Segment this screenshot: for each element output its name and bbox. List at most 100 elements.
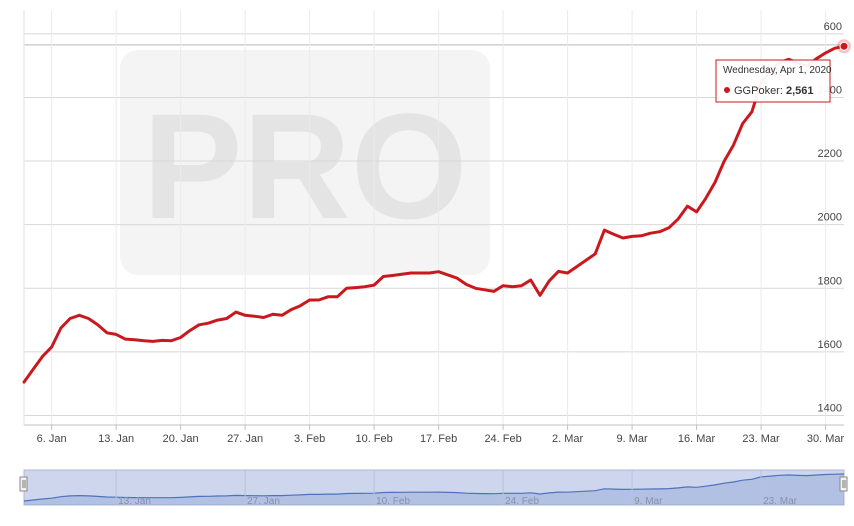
tooltip: Wednesday, Apr 1, 2020 GGPoker: 2,561 [715,59,832,103]
navigator-tick-label: 10. Feb [376,496,410,507]
data-point [354,286,357,289]
navigator-tick-label: 23. Mar [763,496,798,507]
data-point [631,235,634,238]
data-point [502,284,505,287]
x-tick-label: 20. Jan [163,433,199,445]
data-point [382,275,385,278]
data-point [677,217,680,220]
data-point [225,317,228,320]
data-point [575,265,578,268]
navigator-tick-label: 13. Jan [118,496,151,507]
data-point [391,274,394,277]
data-point [23,381,26,384]
data-point [105,331,108,334]
data-point [115,333,118,336]
x-tick-label: 23. Mar [742,433,780,445]
watermark-text: PRO [142,82,467,250]
data-point [69,317,72,320]
x-tick-label: 17. Feb [420,433,457,445]
navigator-selection [23,469,845,506]
data-point [244,314,247,317]
data-point [290,308,293,311]
x-tick-label: 30. Mar [807,433,845,445]
data-point [363,285,366,288]
data-point [96,323,99,326]
data-point [612,233,615,236]
data-point [548,279,551,282]
data-point [511,285,514,288]
x-tick-label: 16. Mar [678,433,716,445]
plot-frame [23,10,844,426]
data-point [667,226,670,229]
data-point [428,272,431,275]
data-point [59,327,62,330]
data-point [741,122,744,125]
data-point [621,237,624,240]
data-point [566,272,569,275]
y-tick-label: 1800 [818,275,842,287]
data-point [410,272,413,275]
x-tick-label: 10. Feb [355,433,392,445]
x-tick-label: 9. Mar [616,433,648,445]
data-point [640,234,643,237]
data-point [32,368,35,371]
tooltip-box [715,59,831,103]
data-point [234,311,237,314]
data-point [124,338,127,341]
data-point [299,304,302,307]
data-point [400,273,403,276]
tooltip-series-name: GGPoker [734,85,780,97]
x-tick-label: 2. Mar [552,433,584,445]
data-point [50,346,53,349]
tooltip-series-dot [724,87,730,93]
data-point [714,181,717,184]
data-point [152,340,155,343]
tooltip-value: 2,561 [786,85,814,97]
data-point [723,160,726,163]
data-point [520,284,523,287]
data-point [142,339,145,342]
navigator-series [23,473,845,502]
data-point [308,299,311,302]
data-point [87,317,90,320]
data-point [483,288,486,291]
data-point [271,313,274,316]
data-point [686,205,689,208]
navigator-tick-label: 9. Mar [634,496,663,507]
data-point [437,270,440,273]
data-point [732,144,735,147]
data-point [557,270,560,273]
data-point [750,110,753,113]
data-point [78,314,81,317]
x-tick-label: 3. Feb [294,433,325,445]
navigator[interactable]: 13. Jan 27. Jan 10. Feb 24. Feb 9. Mar 23. Ma… [19,469,848,507]
data-point [41,355,44,358]
tooltip-date: Wednesday, Apr 1, 2020 [723,65,832,76]
data-point [539,294,542,297]
series-layer [22,39,851,384]
data-point [585,259,588,262]
data-point [317,299,320,302]
data-point [824,51,827,54]
data-point [492,290,495,293]
data-point [198,323,201,326]
grid-lines [24,10,844,425]
data-point [133,338,136,341]
x-tick-label: 13. Jan [98,433,134,445]
y-tick-label: 1400 [818,402,842,414]
y-tick-label: 1600 [818,339,842,351]
y-tick-label: 2000 [818,212,842,224]
data-point [179,336,182,339]
x-tick-label: 24. Feb [484,433,521,445]
data-point [446,273,449,276]
data-point [373,284,376,287]
data-point [658,230,661,233]
data-point [345,287,348,290]
data-point [529,279,532,282]
data-point [474,287,477,290]
y-tick-label: 600 [824,21,842,33]
hover-marker [839,41,849,51]
x-tick-label: 6. Jan [37,433,67,445]
data-point [649,232,652,235]
